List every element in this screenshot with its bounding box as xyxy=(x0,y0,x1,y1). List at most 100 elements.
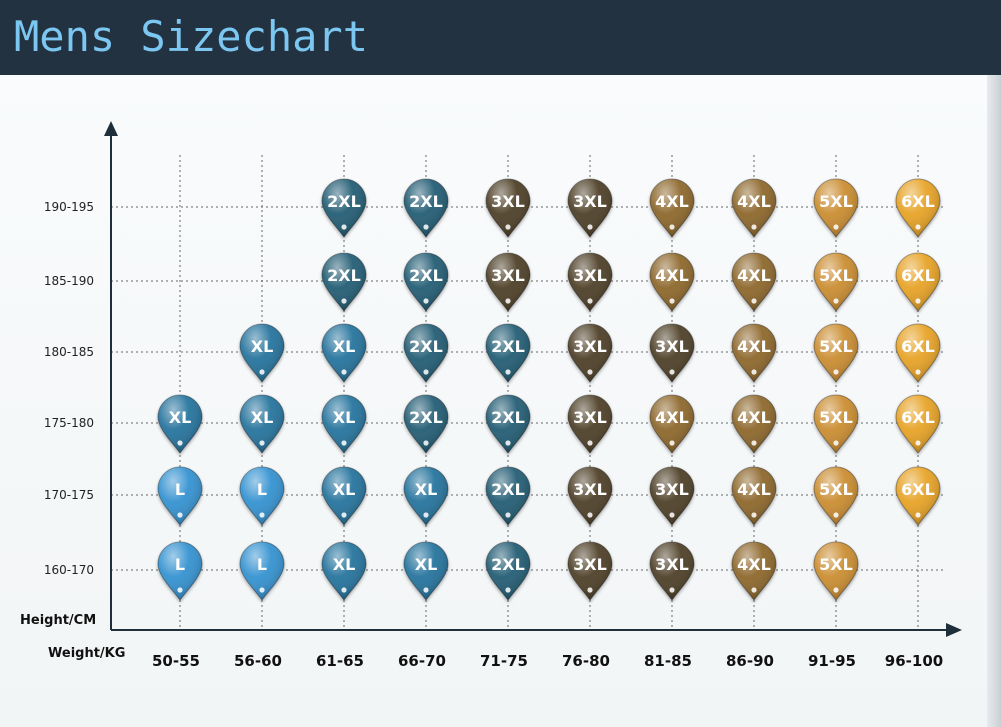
size-marker-label: 5XL xyxy=(819,555,853,574)
size-marker: 3XL xyxy=(567,178,613,238)
size-marker-dot xyxy=(669,369,675,375)
size-marker-dot xyxy=(177,587,183,593)
size-marker: 6XL xyxy=(895,394,941,454)
size-marker-shine xyxy=(732,324,776,382)
size-marker: 3XL xyxy=(485,252,531,312)
size-marker-label: 4XL xyxy=(737,480,771,499)
panel-edge xyxy=(987,75,1001,727)
size-marker: XL xyxy=(321,323,367,383)
size-marker-dot xyxy=(833,440,839,446)
size-marker-label: 3XL xyxy=(491,192,525,211)
size-marker-label: L xyxy=(257,480,267,499)
size-marker: 5XL xyxy=(813,178,859,238)
size-marker-dot xyxy=(587,369,593,375)
size-marker-shine xyxy=(896,253,940,311)
size-marker-label: 3XL xyxy=(491,266,525,285)
size-marker-dot xyxy=(587,512,593,518)
x-tick-label: 86-90 xyxy=(726,652,774,670)
size-marker-shine xyxy=(568,253,612,311)
size-marker-dot xyxy=(587,440,593,446)
size-marker-dot xyxy=(751,369,757,375)
size-marker-label: 2XL xyxy=(327,192,361,211)
size-marker-label: 4XL xyxy=(737,192,771,211)
size-marker-label: 5XL xyxy=(819,337,853,356)
size-marker-shine xyxy=(814,324,858,382)
size-marker-label: 4XL xyxy=(737,555,771,574)
y-axis-arrow xyxy=(104,121,118,136)
size-marker-dot xyxy=(587,298,593,304)
size-marker-label: L xyxy=(175,480,185,499)
size-marker: 4XL xyxy=(731,466,777,526)
size-marker-shine xyxy=(486,253,530,311)
size-marker: 2XL xyxy=(485,323,531,383)
size-marker-label: XL xyxy=(415,555,438,574)
page-title: Mens Sizechart xyxy=(14,12,369,61)
size-marker: 3XL xyxy=(567,323,613,383)
size-marker: 3XL xyxy=(485,178,531,238)
size-marker-shine xyxy=(650,542,694,600)
size-marker: 3XL xyxy=(567,394,613,454)
size-marker-label: 5XL xyxy=(819,408,853,427)
size-marker-label: 2XL xyxy=(409,192,443,211)
size-marker-label: 4XL xyxy=(737,408,771,427)
size-marker-shine xyxy=(814,253,858,311)
size-marker-shine xyxy=(896,324,940,382)
size-marker-dot xyxy=(915,369,921,375)
size-marker: 4XL xyxy=(731,541,777,601)
size-marker-shine xyxy=(732,253,776,311)
size-marker: 5XL xyxy=(813,541,859,601)
size-marker: 4XL xyxy=(731,252,777,312)
size-marker-dot xyxy=(341,512,347,518)
size-marker: 3XL xyxy=(567,541,613,601)
x-tick-label: 50-55 xyxy=(152,652,200,670)
size-marker-label: 3XL xyxy=(573,408,607,427)
x-tick-label: 91-95 xyxy=(808,652,856,670)
size-marker-label: 3XL xyxy=(655,337,689,356)
x-tick-label: 61-65 xyxy=(316,652,364,670)
size-marker: L xyxy=(239,541,285,601)
size-marker: 2XL xyxy=(403,252,449,312)
size-marker-shine xyxy=(650,324,694,382)
size-marker: 5XL xyxy=(813,252,859,312)
size-marker-shine xyxy=(404,542,448,600)
x-tick-labels: 50-55 56-60 61-65 66-70 71-75 76-80 81-85 86-90… xyxy=(152,652,943,670)
size-marker: 6XL xyxy=(895,466,941,526)
size-marker: 3XL xyxy=(649,466,695,526)
size-marker-label: 6XL xyxy=(901,480,935,499)
x-tick-label: 96-100 xyxy=(885,652,943,670)
size-marker-label: 3XL xyxy=(655,555,689,574)
size-marker-dot xyxy=(751,512,757,518)
size-marker-dot xyxy=(751,587,757,593)
size-marker-label: 4XL xyxy=(737,337,771,356)
size-marker-shine xyxy=(896,179,940,237)
size-marker-shine xyxy=(732,467,776,525)
x-axis-label: Weight/KG xyxy=(48,646,125,661)
size-marker-shine xyxy=(240,542,284,600)
size-marker-label: XL xyxy=(333,408,356,427)
size-marker-dot xyxy=(505,587,511,593)
size-marker-shine xyxy=(814,179,858,237)
size-marker-label: 5XL xyxy=(819,266,853,285)
axes xyxy=(104,121,962,637)
size-marker-label: 5XL xyxy=(819,480,853,499)
size-marker-dot xyxy=(833,512,839,518)
size-marker-dot xyxy=(423,587,429,593)
size-marker: 4XL xyxy=(649,394,695,454)
y-tick-label: 190-195 xyxy=(44,200,94,214)
size-marker-shine xyxy=(240,395,284,453)
y-tick-labels: 160-170 170-175 175-180 180-185 185-190 190-1… xyxy=(44,200,94,577)
size-marker: 2XL xyxy=(485,541,531,601)
size-marker-dot xyxy=(423,512,429,518)
size-marker-shine xyxy=(404,324,448,382)
size-marker-label: 5XL xyxy=(819,192,853,211)
size-marker-shine xyxy=(240,467,284,525)
size-marker-shine xyxy=(240,324,284,382)
size-marker: XL xyxy=(403,466,449,526)
size-marker: XL xyxy=(321,541,367,601)
size-marker-dot xyxy=(669,512,675,518)
size-marker-shine xyxy=(896,395,940,453)
size-marker-dot xyxy=(505,440,511,446)
size-marker-shine xyxy=(650,467,694,525)
x-axis-arrow xyxy=(946,623,962,637)
